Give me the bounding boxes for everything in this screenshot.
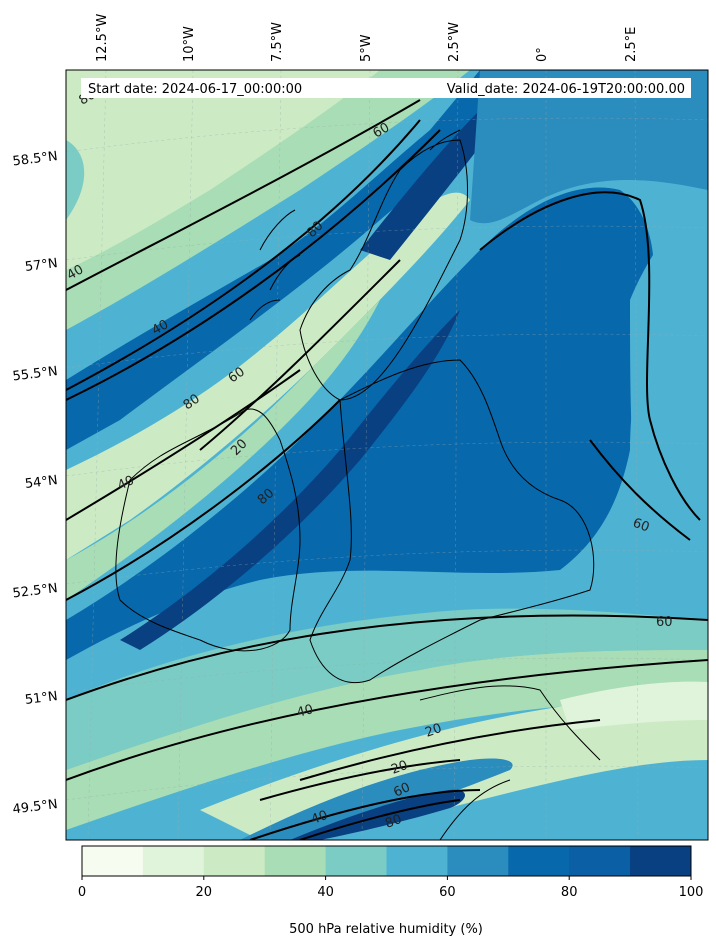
contour-40-central [66, 369, 301, 521]
lon-label-2.5W: 2.5°W [447, 22, 462, 62]
scotland-coast [299, 139, 468, 401]
map-frame [65, 69, 709, 841]
contour-lines [66, 99, 708, 840]
colorbar-cells [82, 846, 692, 876]
contour-60-south [66, 614, 708, 701]
orkney-coast [429, 129, 461, 151]
colorbar-cell [630, 846, 692, 876]
contour-label: 20 [423, 721, 444, 741]
lon-label-10W: 10°W [182, 26, 197, 62]
colorbar-cell [386, 846, 448, 876]
colorbar-cell [142, 846, 205, 876]
humidity-band-central-dry [66, 192, 470, 560]
lat-label-55.5N: 55.5°N [12, 364, 59, 384]
contour-80-nw [66, 129, 441, 401]
contour-20-south [299, 719, 601, 781]
humidity-band-nw-teal [66, 140, 85, 220]
lon-label-2.5E: 2.5°E [624, 27, 639, 62]
colorbar: 0 20 40 60 80 100 500 hPa relative humid… [78, 845, 704, 937]
contour-label: 60 [631, 516, 652, 536]
colorbar-cell [508, 846, 570, 876]
colorbar-tick-label: 20 [196, 885, 213, 900]
lat-label-52.5N: 52.5°N [12, 581, 59, 601]
map-area: 80 60 40 40 60 80 20 40 80 60 60 40 20 2… [66, 70, 708, 840]
colorbar-cell [82, 846, 144, 876]
colorbar-tick-label: 0 [78, 885, 86, 900]
humidity-band-central-lightgreen [66, 300, 380, 600]
humidity-band-southwest-moist [240, 758, 513, 840]
contour-60-nw [66, 119, 421, 391]
colorbar-title: 500 hPa relative humidity (%) [289, 922, 483, 937]
france-coast [419, 685, 601, 840]
lat-label-51N: 51°N [24, 689, 58, 708]
date-banner-bg [81, 78, 691, 98]
lon-label-7.5W: 7.5°W [270, 22, 285, 62]
contour-label: 40 [295, 702, 315, 721]
humidity-core-north-dark [360, 110, 500, 260]
date-banner: Start date: 2024-06-17_00:00:00 Valid_da… [81, 78, 691, 98]
colorbar-ticks [81, 876, 692, 880]
contour-label: 40 [309, 808, 330, 828]
contour-60-east [589, 439, 691, 541]
humidity-band-nw-lighter [66, 70, 380, 270]
humidity-band-south-light [66, 650, 708, 830]
colorbar-tick-label: 80 [561, 885, 578, 900]
colorbar-cell [203, 846, 266, 876]
colorbar-tick-label: 60 [439, 885, 456, 900]
humidity-band-southwest-dark [290, 789, 465, 840]
contour-20-southwest [259, 759, 461, 801]
contour-label: 40 [150, 317, 172, 338]
lat-label-58.5N: 58.5°N [12, 149, 59, 169]
contour-20-central [199, 259, 401, 451]
contour-label: 60 [391, 780, 412, 801]
valid-date-label: Valid_date: 2024-06-19T20:00:00.00 [447, 82, 685, 97]
humidity-band-nw-dark [66, 70, 540, 450]
lon-label-0: 0° [535, 47, 550, 62]
colorbar-cell [569, 846, 631, 876]
contour-label: 80 [383, 812, 404, 832]
england-coast [309, 359, 595, 684]
start-date-label: Start date: 2024-06-17_00:00:00 [88, 82, 302, 97]
lon-label-12.5W: 12.5°W [95, 14, 110, 62]
humidity-core-uk [66, 187, 654, 660]
contour-40-nw [66, 99, 421, 291]
colorbar-cell [264, 846, 327, 876]
lat-label-49.5N: 49.5°N [12, 797, 59, 817]
longitude-labels: 12.5°W 10°W 7.5°W 5°W 2.5°W 0° 2.5°E [95, 14, 639, 62]
colorbar-tick-label: 100 [679, 885, 704, 900]
latitude-labels: 58.5°N 57°N 55.5°N 54°N 52.5°N 51°N 49.5… [12, 149, 59, 817]
contour-80-central [66, 399, 341, 601]
contour-80-southwest [299, 799, 461, 840]
humidity-band-south-driest [560, 681, 708, 730]
colorbar-cell [447, 846, 509, 876]
contour-label: 20 [389, 758, 410, 778]
colorbar-cell [325, 846, 387, 876]
colorbar-frame [81, 845, 692, 877]
lat-label-57N: 57°N [24, 256, 58, 275]
humidity-east-top [470, 70, 708, 224]
lat-label-54N: 54°N [24, 473, 58, 492]
contour-label: 40 [115, 473, 136, 494]
lon-label-5W: 5°W [359, 34, 374, 62]
contour-label: 60 [371, 120, 393, 141]
colorbar-tick-label: 40 [317, 885, 334, 900]
contour-label: 60 [656, 615, 673, 630]
contour-60-uk-core [479, 191, 701, 521]
contour-60-southwest [249, 789, 481, 840]
contour-40-south [66, 659, 708, 781]
